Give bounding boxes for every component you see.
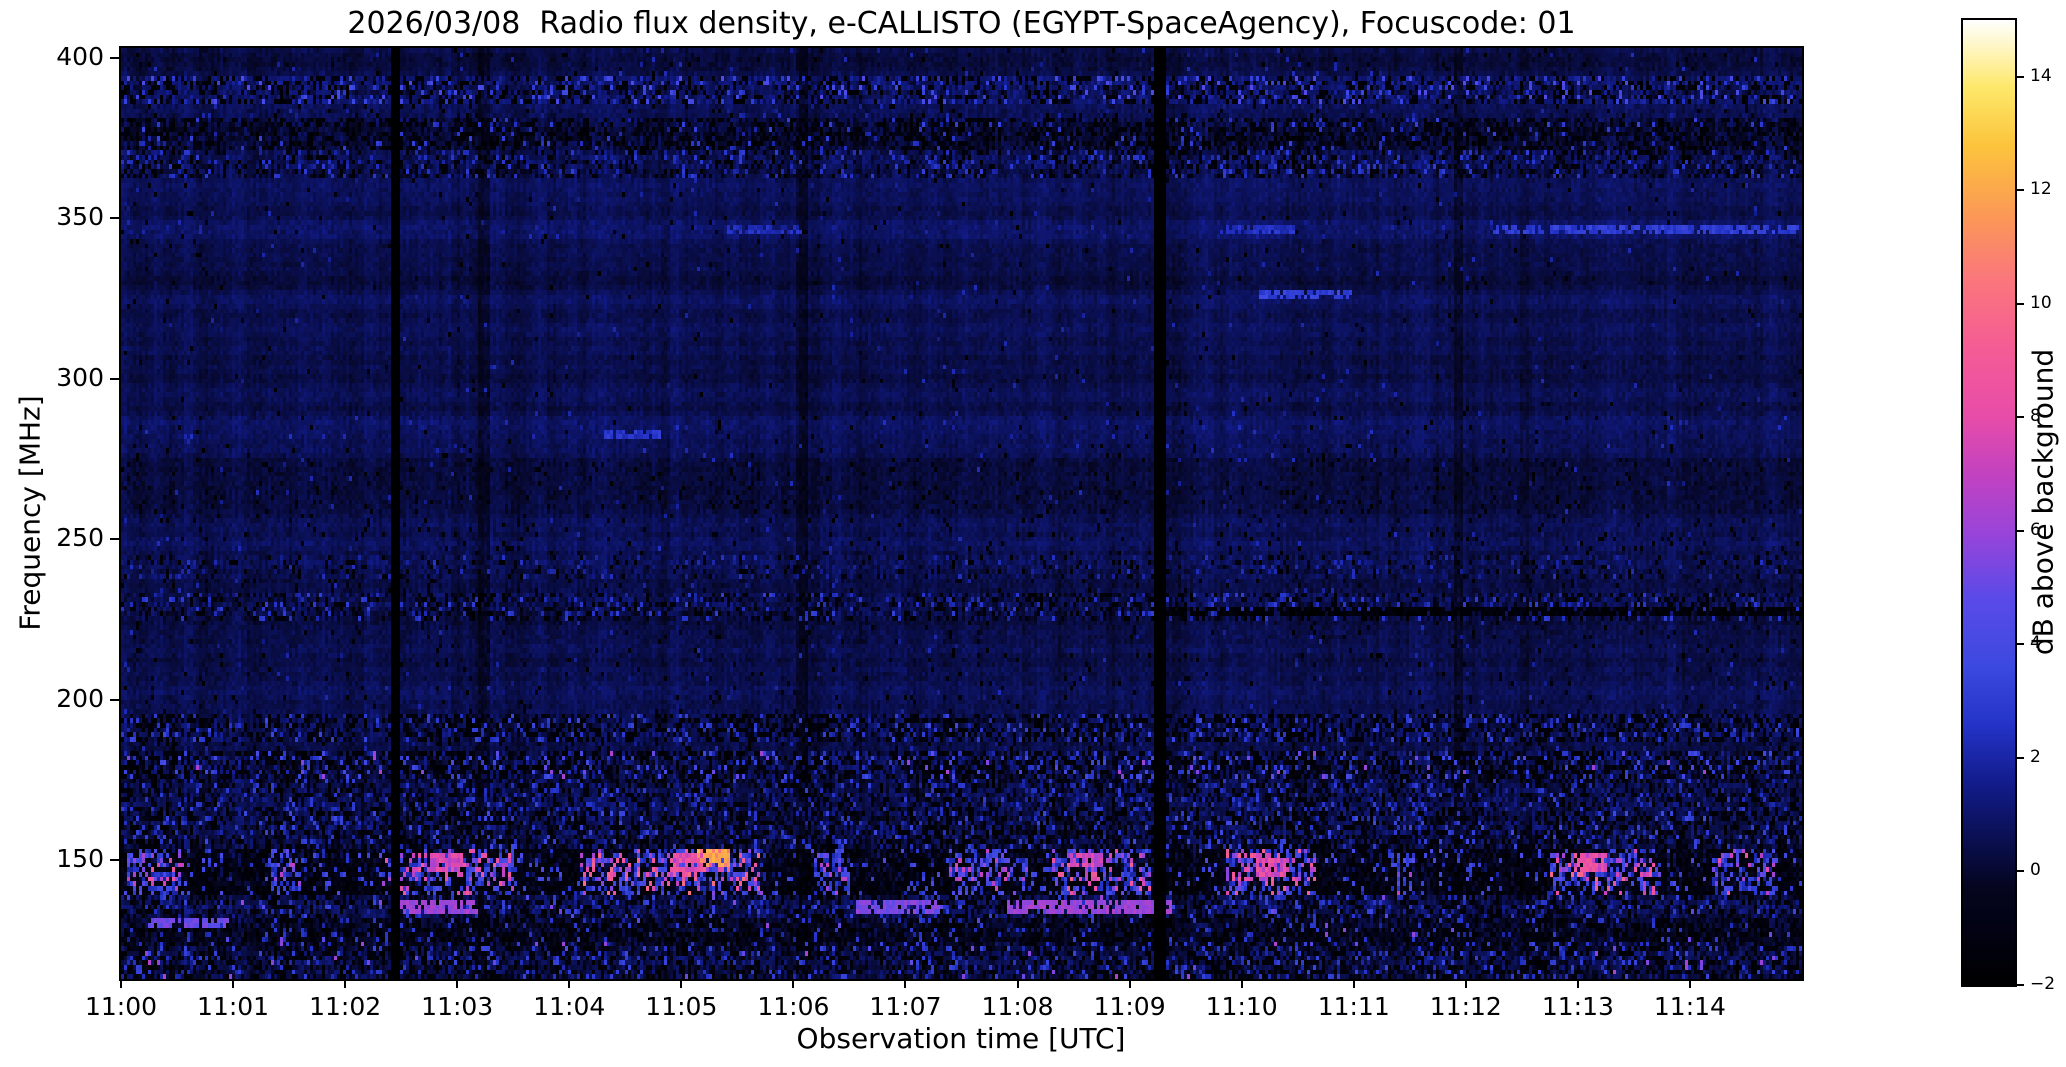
- x-tick-mark: [1688, 979, 1691, 988]
- x-tick-mark: [568, 979, 571, 988]
- y-tick-label: 350: [56, 202, 104, 232]
- x-tick-label: 11:10: [1205, 992, 1278, 1021]
- colorbar-tick-label: 8: [2030, 406, 2041, 427]
- colorbar-tick-mark: [2017, 643, 2024, 646]
- x-tick-mark: [1128, 979, 1131, 988]
- y-tick-label: 300: [56, 362, 104, 392]
- x-tick-label: 11:08: [981, 992, 1054, 1021]
- x-tick-mark: [680, 979, 683, 988]
- colorbar-tick-label: −2: [2030, 974, 2056, 994]
- x-tick-label: 11:05: [645, 992, 718, 1021]
- colorbar-tick-mark: [2017, 302, 2024, 305]
- x-tick-mark: [904, 979, 907, 988]
- colorbar-tick-mark: [2017, 870, 2024, 873]
- x-tick-label: 11:06: [757, 992, 830, 1021]
- y-tick-mark: [110, 217, 119, 220]
- x-tick-mark: [1016, 979, 1019, 988]
- x-tick-label: 11:04: [533, 992, 606, 1021]
- x-tick-mark: [1352, 979, 1355, 988]
- x-tick-mark: [344, 979, 347, 988]
- y-tick-mark: [110, 56, 119, 59]
- spectrogram-plot: [119, 46, 1804, 981]
- x-tick-mark: [456, 979, 459, 988]
- colorbar-tick-label: 6: [2030, 519, 2041, 540]
- y-tick-mark: [110, 698, 119, 701]
- x-tick-mark: [1464, 979, 1467, 988]
- colorbar-tick-mark: [2017, 416, 2024, 419]
- colorbar-tick-label: 4: [2030, 633, 2041, 654]
- y-tick-label: 150: [56, 844, 104, 874]
- colorbar-tick-label: 14: [2030, 65, 2052, 86]
- x-tick-mark: [1576, 979, 1579, 988]
- x-tick-mark: [232, 979, 235, 988]
- y-tick-label: 250: [56, 523, 104, 553]
- x-tick-label: 11:09: [1093, 992, 1166, 1021]
- colorbar-label: dB above background: [2026, 348, 2060, 656]
- x-axis-label: Observation time [UTC]: [796, 1022, 1126, 1055]
- x-tick-label: 11:01: [197, 992, 270, 1021]
- colorbar-tick-mark: [2017, 189, 2024, 192]
- x-tick-label: 11:00: [84, 992, 158, 1021]
- colorbar-tick-label: 0: [2030, 860, 2041, 881]
- x-tick-label: 11:07: [869, 992, 942, 1021]
- x-tick-label: 11:02: [309, 992, 382, 1021]
- y-tick-mark: [110, 859, 119, 862]
- y-tick-label: 400: [56, 41, 104, 71]
- x-tick-mark: [1240, 979, 1243, 988]
- colorbar-tick-mark: [2017, 984, 2024, 986]
- y-tick-label: 200: [56, 683, 104, 713]
- x-tick-label: 11:13: [1541, 992, 1614, 1021]
- x-tick-label: 11:12: [1429, 992, 1502, 1021]
- colorbar-tick-mark: [2017, 75, 2024, 78]
- colorbar-tick-mark: [2017, 529, 2024, 532]
- spectrogram-canvas: [121, 48, 1802, 979]
- x-tick-label: 11:03: [421, 992, 494, 1021]
- x-tick-label: 11:11: [1317, 992, 1390, 1021]
- colorbar-gradient: [1963, 20, 2015, 985]
- colorbar-tick-label: 2: [2030, 746, 2041, 767]
- y-axis-label: Frequency [MHz]: [13, 395, 47, 631]
- x-tick-mark: [120, 979, 122, 988]
- chart-title: 2026/03/08 Radio flux density, e-CALLIST…: [347, 6, 1576, 41]
- colorbar: [1961, 18, 2017, 987]
- colorbar-tick-label: 10: [2030, 292, 2052, 313]
- y-tick-mark: [110, 377, 119, 380]
- colorbar-tick-label: 12: [2030, 179, 2052, 200]
- x-tick-mark: [792, 979, 795, 988]
- x-tick-label: 11:14: [1653, 992, 1726, 1021]
- colorbar-tick-mark: [2017, 756, 2024, 759]
- y-tick-mark: [110, 538, 119, 541]
